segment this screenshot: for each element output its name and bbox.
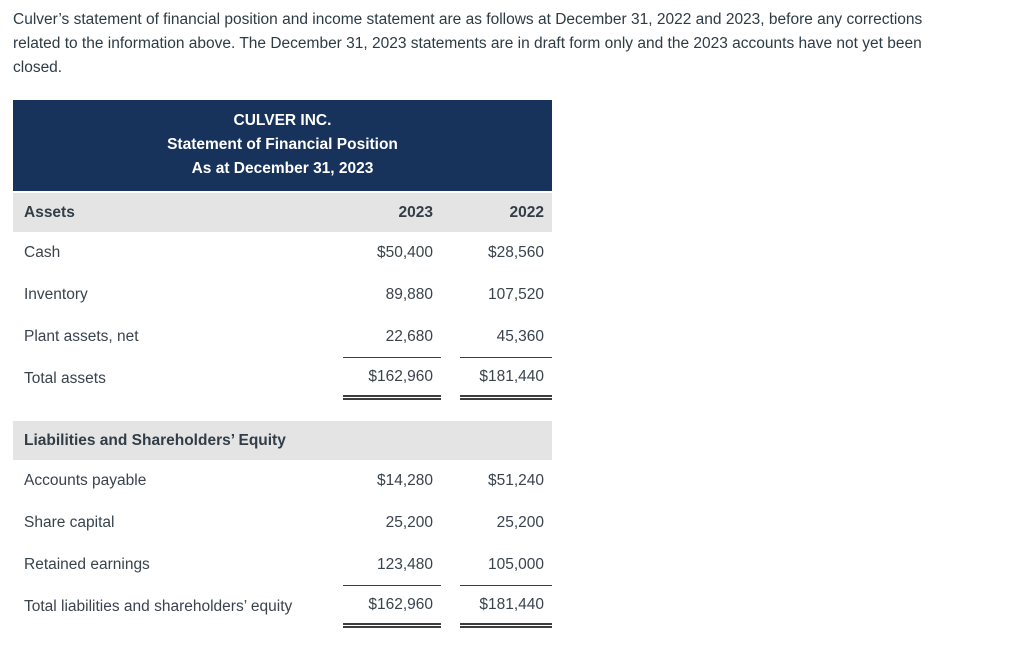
value-2022: $51,240 [487,472,544,489]
table-row: Plant assets, net 22,680 45,360 [13,316,552,358]
table-row: Cash $50,400 $28,560 [13,232,552,274]
value-2022: $181,440 [460,586,552,628]
value-2023: 123,480 [343,544,441,586]
value-2023: 25,200 [385,514,433,531]
table-row-total: Total liabilities and shareholders’ equi… [13,586,552,628]
table-row: Accounts payable $14,280 $51,240 [13,460,552,502]
row-label: Plant assets, net [24,328,139,345]
table-row-total: Total assets $162,960 $181,440 [13,358,552,400]
table-row: Inventory 89,880 107,520 [13,274,552,316]
value-2022: $181,440 [460,358,552,400]
assets-section-header: Assets 2023 2022 [13,193,552,232]
row-label: Retained earnings [24,556,150,573]
value-2023: $162,960 [343,358,441,400]
table-row: Retained earnings 123,480 105,000 [13,544,552,586]
column-header-2023: 2023 [398,203,433,221]
column-header-2022: 2022 [509,203,544,221]
value-2023: $162,960 [343,586,441,628]
value-2022: 45,360 [460,316,552,358]
value-2023: 22,680 [343,316,441,358]
row-label: Share capital [24,514,115,531]
intro-line: Culver’s statement of financial position… [13,11,923,28]
column-spacer [460,421,552,460]
value-2022: 25,200 [496,514,544,531]
value-2023: 89,880 [385,286,433,303]
page: Culver’s statement of financial position… [0,0,1024,628]
statement-name: Statement of Financial Position [167,136,398,153]
section-title: Assets [24,203,75,221]
row-label: Cash [24,244,61,261]
row-label: Accounts payable [24,472,147,489]
section-title: Liabilities and Shareholders’ Equity [24,431,286,449]
table-row: Share capital 25,200 25,200 [13,502,552,544]
value-2022: $28,560 [487,244,544,261]
intro-line: related to the information above. The De… [13,35,922,52]
intro-line: closed. [13,59,63,76]
financial-position-table: CULVER INC. Statement of Financial Posit… [13,100,552,628]
value-2023: $50,400 [376,244,433,261]
row-label: Inventory [24,286,88,303]
company-name: CULVER INC. [233,112,332,129]
statement-title-block: CULVER INC. Statement of Financial Posit… [13,100,552,191]
statement-date: As at December 31, 2023 [191,160,374,177]
value-2022: 105,000 [460,544,552,586]
column-spacer [343,421,441,460]
value-2023: $14,280 [376,472,433,489]
section-gap [13,400,552,421]
intro-paragraph: Culver’s statement of financial position… [0,0,1024,80]
liabilities-section-header: Liabilities and Shareholders’ Equity [13,421,552,460]
value-2022: 107,520 [487,286,544,303]
row-label: Total assets [24,370,106,387]
row-label: Total liabilities and shareholders’ equi… [24,598,293,615]
